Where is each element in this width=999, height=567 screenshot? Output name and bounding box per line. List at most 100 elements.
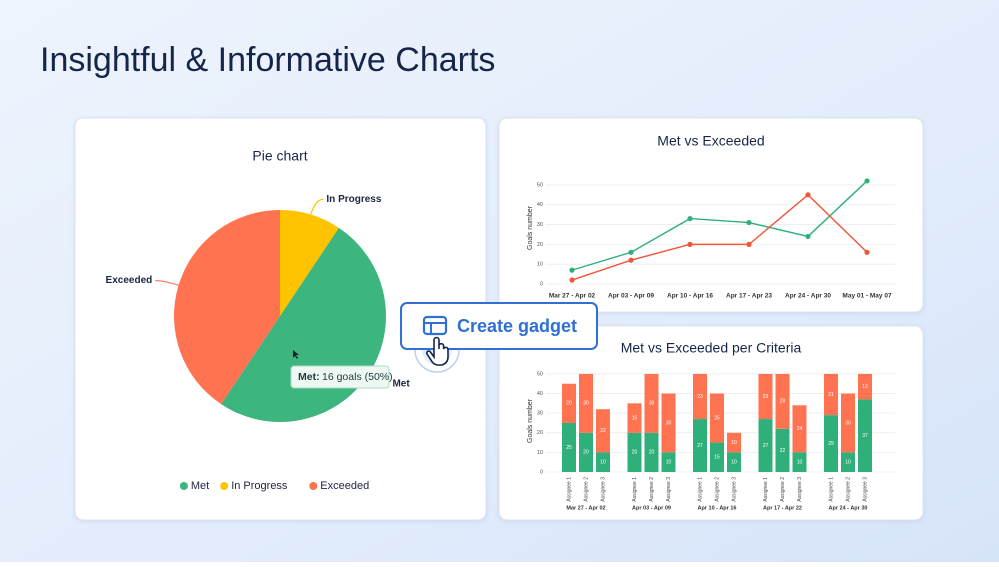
point (746, 219, 752, 226)
y-tick-label: 0 (540, 281, 543, 287)
data-label: 20 (566, 401, 572, 407)
data-label: 37 (862, 433, 868, 439)
data-label: 20 (583, 450, 589, 456)
line (571, 193, 868, 281)
x-tick-label: Assignee 1 (697, 477, 703, 502)
chart-title: Met vs Exceeded per Criteria (621, 340, 802, 356)
bar-segment (562, 422, 576, 472)
bar-segment (644, 373, 659, 433)
x-tick-label: Assignee 1 (828, 477, 834, 502)
overlay: Met: 16 goals (50%) Create gadget (290, 302, 598, 389)
x-tick-label: May 01 - May 07 (842, 293, 892, 300)
x-tick-label: Assignee 3 (797, 477, 803, 502)
slice-label: In Progress (326, 194, 381, 205)
y-tick-label: 20 (537, 242, 543, 248)
y-tick-label: 40 (537, 202, 543, 208)
y-tick-label: 30 (537, 222, 543, 228)
legend-label: Exceeded (320, 480, 369, 492)
bar-segment (775, 373, 790, 429)
data-label: 13 (862, 384, 868, 390)
data-label: 30 (845, 420, 851, 426)
bar-segment (562, 383, 576, 423)
x-tick-label: Assignee 2 (583, 477, 589, 502)
x-tick-label: Apr 10 - Apr 16 (667, 293, 713, 300)
bar-segment (792, 405, 807, 453)
bar-segment (661, 452, 676, 472)
bar-segment (758, 419, 773, 472)
data-label: 10 (731, 440, 737, 446)
data-label: 29 (828, 441, 834, 447)
x-tick-label: Assignee 3 (731, 477, 737, 502)
x-tick-label: Assignee 1 (632, 477, 638, 502)
data-label: 25 (566, 445, 572, 451)
tooltip (290, 365, 390, 389)
slice-label: Exceeded (106, 275, 153, 286)
x-tick-label: Apr 03 - Apr 09 (608, 293, 654, 300)
bar-segment (758, 373, 773, 420)
data-label: 20 (649, 450, 655, 456)
bar-segment (710, 393, 724, 443)
data-label: 22 (780, 448, 786, 454)
point (864, 249, 870, 255)
page-title: Insightful & Informative Charts (40, 41, 495, 79)
legend-marker (309, 482, 318, 490)
data-label: 28 (780, 399, 786, 405)
point (628, 257, 634, 263)
create-gadget-button[interactable] (400, 302, 598, 350)
hand-cursor (425, 336, 449, 366)
tooltip-label: Met: (298, 371, 320, 383)
data-label: 30 (649, 401, 655, 407)
data-label: 22 (600, 428, 606, 434)
data-label: 10 (797, 460, 803, 466)
x-tick-label: Assignee 1 (763, 477, 769, 502)
bar-segment (596, 409, 610, 453)
group-label: Apr 10 - Apr 16 (698, 505, 737, 511)
x-tick-label: Assignee 3 (862, 477, 868, 502)
point (687, 216, 693, 222)
bar-segment (858, 373, 872, 400)
card (498, 117, 924, 313)
x-tick-label: Assignee 2 (714, 477, 720, 502)
bar-segment (579, 432, 593, 472)
bar-segment (644, 432, 659, 472)
data-label: 30 (666, 420, 672, 426)
bar-segment (727, 452, 741, 472)
chart-title: Pie chart (252, 148, 307, 164)
legend-label: Met (191, 480, 209, 492)
pie-slice (280, 210, 339, 316)
y-tick-label: 30 (537, 411, 543, 417)
bar-segment (596, 452, 610, 472)
y-tick-label: 40 (537, 391, 543, 397)
x-tick-label: Assignee 2 (649, 477, 655, 502)
legend-marker (220, 482, 229, 490)
pointer-cursor (293, 350, 299, 359)
y-tick-label: 50 (537, 371, 543, 377)
line (571, 180, 868, 271)
group-label: Apr 03 - Apr 09 (632, 505, 671, 511)
data-label: 23 (763, 394, 769, 400)
x-tick-label: Apr 24 - Apr 30 (785, 293, 831, 300)
bar-segment (627, 403, 642, 433)
button-label[interactable]: Create gadget (457, 316, 577, 336)
y-tick-label: 0 (540, 469, 543, 475)
data-label: 27 (697, 443, 703, 449)
bar-segment (841, 393, 855, 453)
gadget-icon (422, 315, 448, 336)
x-tick-label: Mar 27 - Apr 02 (549, 293, 596, 300)
x-tick-label: Assignee 2 (780, 477, 786, 502)
data-label: 10 (600, 460, 606, 466)
point (628, 249, 634, 255)
point (864, 178, 870, 184)
y-tick-label: 10 (537, 450, 543, 456)
bar-segment (841, 452, 855, 472)
chart-title: Met vs Exceeded (657, 133, 764, 149)
bar-segment (693, 419, 707, 472)
bar-segment (727, 432, 741, 453)
y-axis-label: Goals number (527, 205, 534, 250)
point (746, 241, 752, 247)
data-label: 27 (763, 443, 769, 449)
bar-segment (661, 393, 676, 453)
group-label: Apr 24 - Apr 30 (829, 505, 868, 511)
x-tick-label: Assignee 3 (666, 477, 672, 502)
